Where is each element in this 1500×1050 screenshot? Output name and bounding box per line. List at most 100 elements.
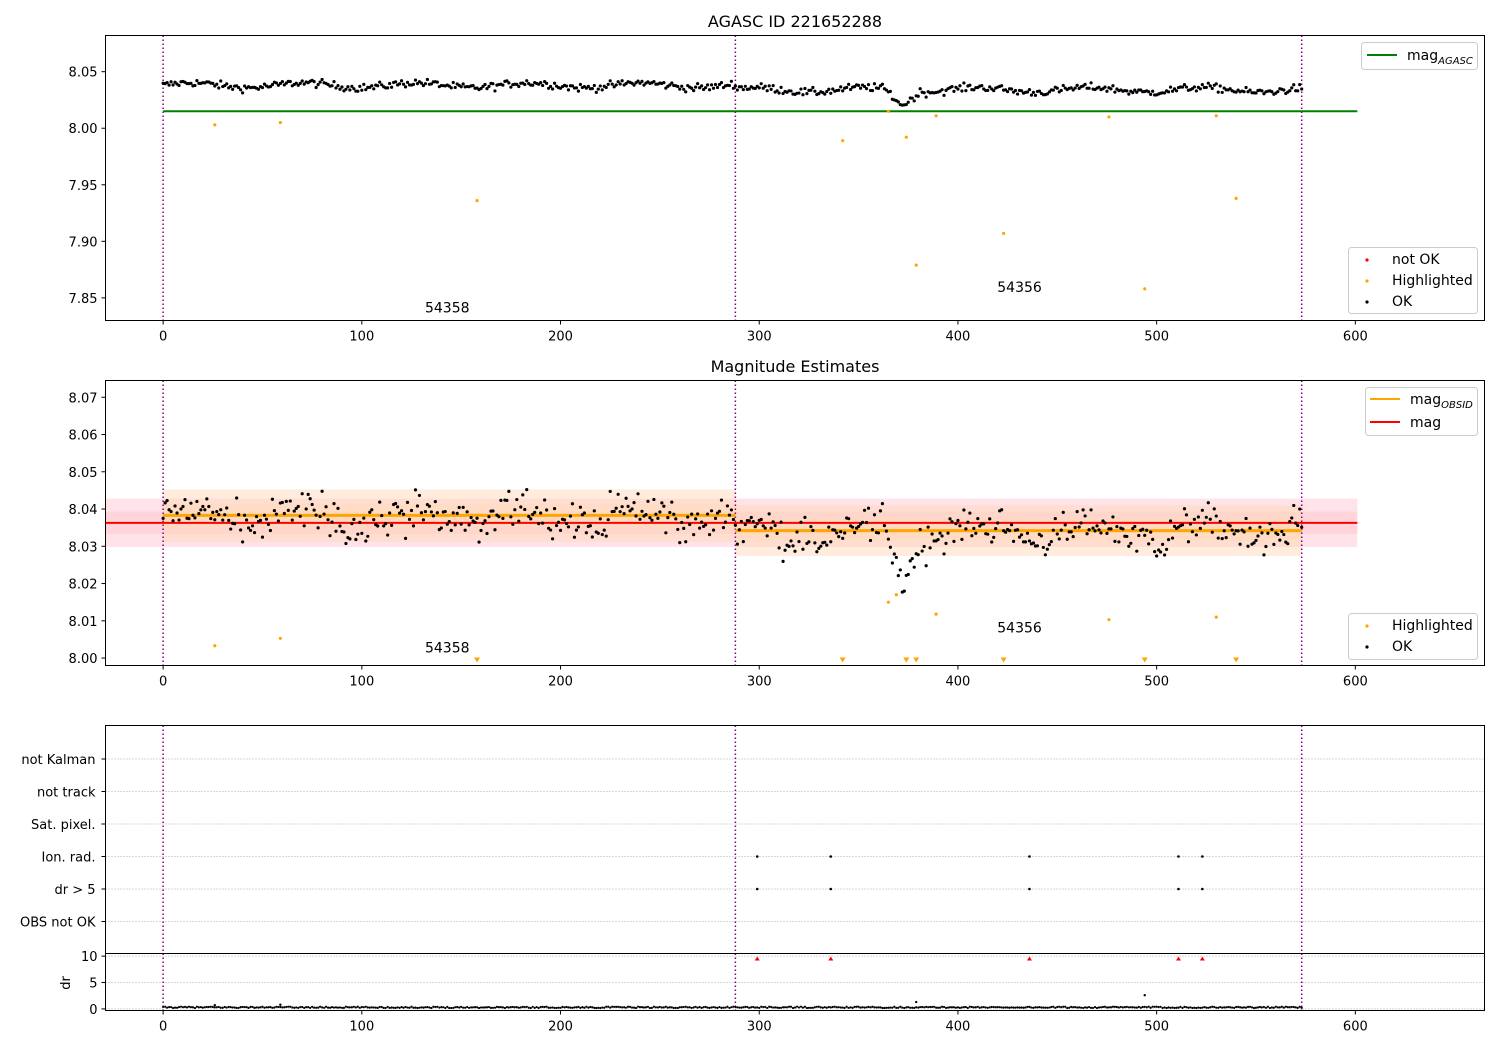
ok-point	[578, 505, 583, 509]
ok-point	[717, 509, 722, 513]
ok-point	[964, 89, 968, 93]
ok-point	[662, 504, 666, 508]
ok-point	[1159, 550, 1163, 554]
ok-point	[268, 85, 273, 89]
dr-point	[730, 1006, 733, 1009]
ok-point	[713, 82, 718, 87]
ok-point	[841, 536, 845, 540]
ok-point	[962, 508, 966, 512]
ok-point	[1025, 531, 1030, 535]
ok-point	[264, 517, 269, 521]
dr-point	[1099, 1006, 1103, 1009]
ok-point	[638, 517, 642, 521]
ok-point	[602, 528, 606, 532]
dr-point	[263, 1006, 266, 1009]
ok-point	[922, 544, 926, 549]
ok-point	[1157, 548, 1161, 552]
ok-point	[1087, 528, 1091, 532]
ok-point	[1151, 537, 1155, 541]
ok-point	[1071, 88, 1075, 92]
ok-point	[604, 85, 608, 90]
ok-point	[698, 526, 702, 530]
ok-point	[624, 496, 628, 500]
dr-point	[724, 1006, 727, 1009]
ok-point	[700, 84, 704, 88]
ok-point	[606, 82, 610, 86]
dr-point	[1030, 1006, 1033, 1009]
ok-point	[954, 522, 958, 526]
ok-point	[399, 79, 404, 83]
ok-point	[916, 94, 920, 98]
dr-point	[976, 1005, 979, 1008]
ok-point	[791, 544, 795, 548]
ok-point	[652, 497, 656, 502]
dr-point	[797, 1006, 801, 1009]
dr-point	[599, 1006, 602, 1010]
dr-point	[819, 1006, 822, 1009]
ok-point	[1149, 530, 1153, 534]
ok-point	[294, 81, 298, 85]
highlighted-point	[894, 593, 898, 597]
ok-point	[390, 85, 394, 89]
ok-point	[568, 514, 573, 518]
legend-mag-label: mag	[1410, 415, 1441, 431]
dr-point	[1163, 1006, 1166, 1009]
ok-point	[360, 88, 364, 92]
dr-point	[1123, 1006, 1126, 1009]
ok-point	[187, 517, 191, 521]
dr-point	[934, 1006, 938, 1009]
ok-point	[370, 84, 374, 88]
ok-point	[455, 511, 459, 515]
ok-point	[773, 523, 777, 528]
ok-point	[507, 489, 511, 493]
ok-point	[1294, 521, 1298, 525]
ok-point	[288, 79, 292, 84]
ok-point	[521, 493, 525, 497]
ok-point	[574, 86, 579, 90]
ok-point	[797, 539, 801, 544]
clipped-marker	[913, 657, 920, 663]
dr-point	[477, 1006, 481, 1010]
highlighted-point	[934, 612, 938, 616]
dr-point	[845, 1005, 848, 1008]
ok-point	[397, 82, 402, 86]
dr-point	[1046, 1006, 1049, 1009]
dr-point	[1211, 1005, 1214, 1008]
dr-point	[744, 1005, 747, 1008]
dr-point	[573, 1006, 576, 1009]
ok-point	[862, 508, 867, 512]
dr-point	[674, 1006, 677, 1009]
dr-point	[348, 1006, 352, 1009]
ok-point	[688, 522, 692, 527]
dr-point	[1143, 1005, 1146, 1008]
ok-point	[849, 87, 853, 92]
dr-point	[543, 1005, 546, 1009]
highlighted-point	[886, 600, 890, 604]
dr-point	[424, 1006, 427, 1009]
clipped-marker	[903, 657, 910, 663]
dr-point	[722, 1006, 725, 1009]
ok-point	[173, 504, 177, 508]
dr-point	[593, 1006, 596, 1009]
panel-magnitude-frame	[105, 380, 1485, 666]
dr-point	[962, 1006, 965, 1009]
dr-point	[324, 1005, 328, 1008]
ok-point	[966, 520, 970, 524]
highlighted-point	[1002, 231, 1006, 236]
ok-point	[1192, 85, 1196, 89]
x-tick-label: 200	[548, 330, 573, 345]
dr-point	[849, 1006, 852, 1009]
ok-point	[996, 521, 1000, 525]
dr-point	[164, 1005, 167, 1008]
ok-point	[868, 538, 873, 543]
ok-point	[248, 528, 253, 533]
dr-point	[1167, 1006, 1170, 1009]
dr-point	[376, 1006, 379, 1010]
ok-point	[298, 514, 302, 518]
ok-point	[678, 87, 682, 91]
dr-point	[386, 1005, 389, 1008]
highlighted-point	[278, 120, 282, 125]
ok-point	[1218, 519, 1222, 524]
dr-point	[847, 1006, 850, 1009]
